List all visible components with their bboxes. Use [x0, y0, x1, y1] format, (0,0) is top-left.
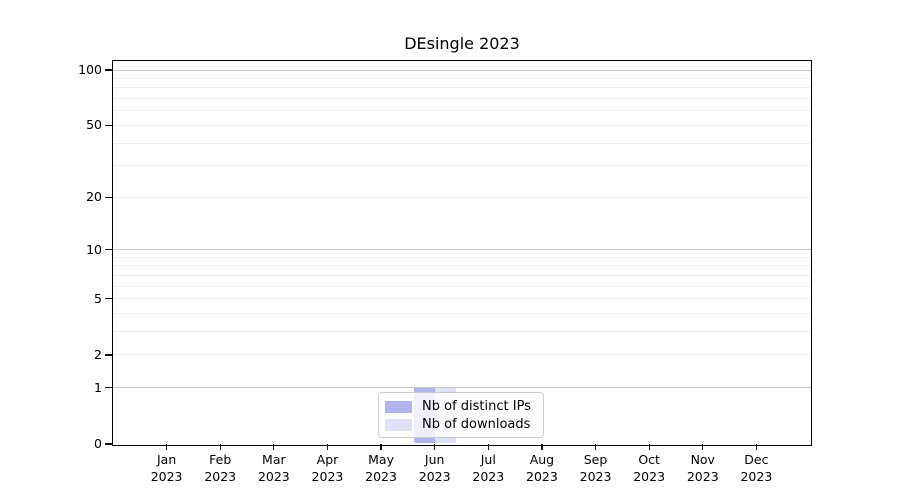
y-axis-tick: [105, 354, 112, 356]
legend-swatch-distinct-ips-icon: [385, 400, 412, 413]
y-axis-tick: [105, 443, 112, 445]
y-axis-tick: [105, 387, 112, 389]
y-axis-tick: [105, 124, 112, 126]
minor-gridline: [113, 274, 811, 276]
x-axis-tick-label: Sep 2023: [579, 452, 612, 484]
legend-item-downloads: Nb of downloads: [385, 416, 535, 433]
major-gridline: [113, 69, 811, 71]
minor-gridline: [113, 285, 811, 287]
x-axis-tick-label: May 2023: [365, 452, 397, 484]
x-axis-tick: [434, 444, 436, 450]
chart-title: DEsingle 2023: [404, 34, 520, 53]
x-axis-tick-label: Aug 2023: [526, 452, 558, 484]
minor-gridline: [113, 298, 811, 300]
major-gridline: [113, 249, 811, 251]
x-axis-tick-label: Jun 2023: [418, 452, 451, 484]
minor-gridline: [113, 265, 811, 267]
x-axis-tick: [755, 444, 757, 450]
x-axis-tick: [648, 444, 650, 450]
minor-gridline: [113, 313, 811, 315]
x-axis-tick: [702, 444, 704, 450]
minor-gridline: [113, 196, 811, 198]
major-gridline: [113, 387, 811, 389]
y-axis-tick: [105, 298, 112, 300]
y-axis-tick-label: 20: [86, 189, 102, 205]
minor-gridline: [113, 98, 811, 100]
minor-gridline: [113, 354, 811, 356]
minor-gridline: [113, 110, 811, 112]
legend-swatch-downloads-icon: [385, 418, 412, 431]
y-axis-tick-label: 50: [86, 117, 102, 133]
x-axis-tick-label: Dec 2023: [740, 452, 773, 484]
legend-label-downloads: Nb of downloads: [422, 417, 531, 432]
legend: Nb of distinct IPs Nb of downloads: [378, 392, 544, 438]
y-axis-tick-label: 1: [94, 379, 102, 395]
y-axis-tick: [105, 69, 112, 71]
y-axis-tick-label: 10: [86, 241, 102, 257]
x-axis-tick-label: Jul 2023: [472, 452, 505, 484]
minor-gridline: [113, 77, 811, 79]
y-axis-tick: [105, 249, 112, 251]
x-axis-tick-label: Mar 2023: [257, 452, 290, 484]
legend-item-distinct-ips: Nb of distinct IPs: [385, 398, 535, 415]
y-axis-tick-label: 5: [94, 290, 102, 306]
x-axis-tick-label: Feb 2023: [204, 452, 237, 484]
x-axis-tick: [273, 444, 275, 450]
y-axis-tick: [105, 196, 112, 198]
x-axis-tick-label: Oct 2023: [633, 452, 666, 484]
x-axis-tick-label: Jan 2023: [150, 452, 183, 484]
x-axis-tick: [594, 444, 597, 450]
x-axis-tick: [326, 444, 329, 450]
x-axis-tick-label: Apr 2023: [311, 452, 344, 484]
x-axis-tick: [219, 444, 221, 450]
minor-gridline: [113, 124, 811, 126]
y-axis-tick-label: 0: [94, 436, 102, 451]
x-axis-tick-label: Nov 2023: [686, 452, 719, 484]
minor-gridline: [113, 142, 811, 144]
minor-gridline: [113, 331, 811, 333]
x-axis-tick: [166, 444, 168, 450]
legend-label-distinct-ips: Nb of distinct IPs: [422, 399, 531, 414]
x-axis-tick: [380, 444, 382, 450]
y-axis-tick-label: 100: [78, 62, 102, 77]
minor-gridline: [113, 165, 811, 167]
plot-area: [112, 60, 812, 446]
minor-gridline: [113, 87, 811, 89]
x-axis-tick: [541, 444, 543, 450]
x-axis-tick: [487, 444, 489, 450]
y-axis-tick-label: 2: [94, 346, 102, 362]
minor-gridline: [113, 256, 811, 258]
